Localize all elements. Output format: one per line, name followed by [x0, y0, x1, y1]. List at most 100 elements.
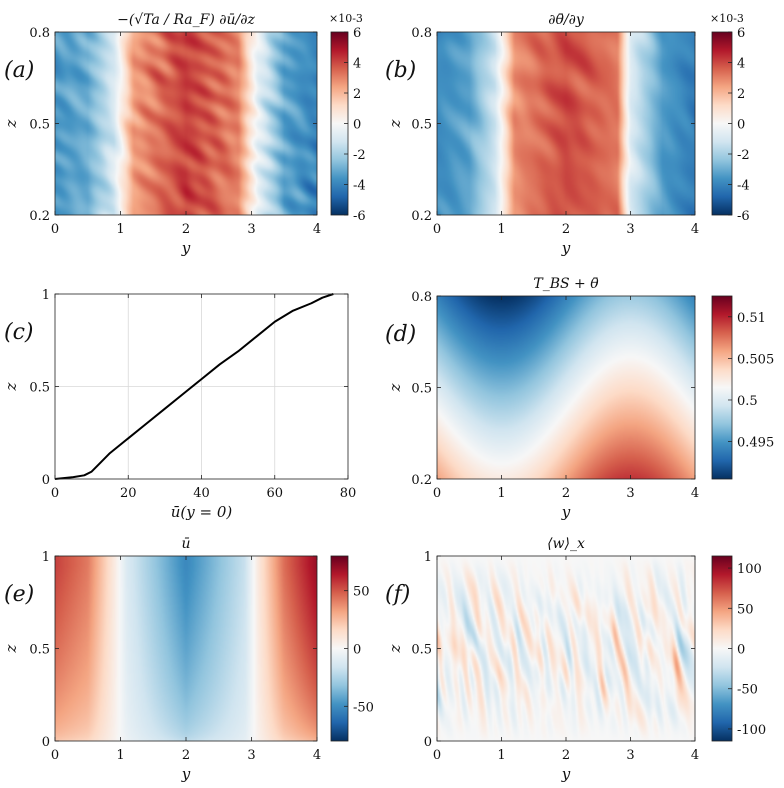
- x-tick-label-f: 2: [562, 748, 570, 763]
- y-axis-label-e: z: [2, 644, 20, 653]
- colorbar-tick-label-d: 0.505: [737, 352, 774, 367]
- heatmap-field-d: [437, 296, 695, 479]
- panel-label-c: (c): [4, 320, 34, 345]
- x-tick-label-c: 80: [340, 486, 357, 501]
- colorbar-tick-label-e: -50: [353, 700, 374, 715]
- y-tick-label-b: 0.2: [411, 209, 432, 224]
- x-tick-label-a: 3: [247, 222, 255, 237]
- colorbar-d: 0.51 0.505 0.5 0.495: [711, 295, 774, 480]
- colorbar-tick-label-a: -2: [353, 148, 366, 163]
- y-tick-label-a: 0.5: [29, 118, 50, 133]
- chart-title-d: T_BS + θ̄: [533, 276, 599, 292]
- chart-title-f: ⟨w⟩_x: [547, 536, 585, 552]
- x-tick-label-b: 3: [626, 222, 634, 237]
- y-tick-label-c: 1: [42, 288, 50, 303]
- heatmap-field-e: [55, 556, 317, 741]
- y-axis-label-c: z: [2, 382, 20, 391]
- axes-e: 0 1 2 3 4 0 0.5 1 y z (e) ū: [2, 536, 321, 783]
- x-tick-label-d: 0: [433, 486, 441, 501]
- y-tick-label-e: 1: [42, 550, 50, 565]
- x-tick-label-e: 2: [182, 748, 190, 763]
- x-tick-label-b: 4: [691, 222, 699, 237]
- heatmap-field-a: [55, 32, 317, 215]
- x-tick-label-e: 4: [313, 748, 321, 763]
- panel-label-d: (d): [385, 322, 416, 347]
- x-tick-label-f: 3: [626, 748, 634, 763]
- colorbar-tick-label-a: -4: [353, 179, 366, 194]
- y-tick-label-d: 0.8: [411, 290, 432, 305]
- colorbar-tick-label-f: 100: [737, 562, 762, 577]
- x-tick-label-f: 1: [497, 748, 505, 763]
- x-axis-label-d: y: [561, 503, 571, 521]
- y-axis-label-d: z: [386, 383, 404, 392]
- colorbar-a: 6 4 2 0 -2 -4 -6 ×10-3: [329, 12, 366, 224]
- x-tick-label-b: 2: [562, 222, 570, 237]
- panel-label-f: (f): [385, 582, 410, 607]
- x-axis-label-c: ū(y = 0): [171, 503, 233, 521]
- y-tick-label-c: 0: [42, 473, 50, 488]
- x-axis-label-e: y: [181, 765, 191, 783]
- colorbar-tick-label-e: 50: [353, 585, 370, 600]
- axes-f: 0 1 2 3 4 0 0.5 1 y z (f) ⟨w⟩_x: [385, 536, 699, 783]
- heatmap-field-f: [437, 556, 695, 741]
- colorbar-tick-label-a: -6: [353, 209, 366, 224]
- chart-title-b: ∂θ̄/∂y: [548, 12, 585, 28]
- x-tick-label-b: 1: [497, 222, 505, 237]
- y-axis-label-a: z: [2, 119, 20, 128]
- y-axis-label-f: z: [386, 644, 404, 653]
- y-axis-label-b: z: [386, 119, 404, 128]
- x-axis-label-f: y: [561, 765, 571, 783]
- y-tick-label-b: 0.5: [411, 118, 432, 133]
- colorbar-tick-label-e: 0: [353, 643, 361, 658]
- y-tick-label-b: 0.8: [411, 26, 432, 41]
- colorbar-tick-label-a: 4: [353, 57, 361, 72]
- colorbar-f: 100 50 0 -50 -100: [711, 555, 766, 742]
- colorbar-tick-label-b: 6: [737, 26, 745, 41]
- x-tick-label-e: 3: [247, 748, 255, 763]
- line-plot-c: [54, 293, 348, 480]
- y-tick-label-d: 0.5: [411, 382, 432, 397]
- y-tick-label-d: 0.2: [411, 473, 432, 488]
- x-tick-label-a: 2: [182, 222, 190, 237]
- panel-label-b: (b): [385, 58, 416, 83]
- colorbar-tick-label-b: -2: [737, 148, 750, 163]
- colorbar-e: 50 0 -50: [330, 555, 374, 742]
- y-tick-label-a: 0.2: [29, 209, 50, 224]
- x-tick-label-a: 1: [116, 222, 124, 237]
- y-tick-label-f: 1: [424, 550, 432, 565]
- colorbar-tick-label-f: -50: [737, 683, 758, 698]
- x-tick-label-c: 20: [120, 486, 137, 501]
- colorbar-exponent-a: ×10-3: [329, 12, 363, 25]
- colorbar-tick-label-a: 0: [353, 118, 361, 133]
- x-tick-label-d: 2: [562, 486, 570, 501]
- axes-b: 0 1 2 3 4 0.2 0.5 0.8 y z (b) ∂θ̄/∂y: [385, 12, 699, 257]
- x-tick-label-d: 1: [497, 486, 505, 501]
- y-tick-label-c: 0.5: [29, 381, 50, 396]
- x-tick-label-d: 4: [691, 486, 699, 501]
- y-tick-label-e: 0.5: [29, 643, 50, 658]
- x-tick-label-f: 0: [433, 748, 441, 763]
- colorbar-tick-label-d: 0.51: [737, 311, 766, 326]
- x-tick-label-c: 40: [193, 486, 210, 501]
- x-tick-label-f: 4: [691, 748, 699, 763]
- x-tick-label-e: 1: [116, 748, 124, 763]
- heatmap-field-b: [437, 32, 695, 215]
- y-tick-label-f: 0.5: [411, 643, 432, 658]
- x-tick-label-a: 0: [51, 222, 59, 237]
- colorbar-exponent-b: ×10-3: [710, 12, 744, 25]
- colorbar-tick-label-b: 4: [737, 57, 745, 72]
- colorbar-tick-label-b: -4: [737, 179, 750, 194]
- colorbar-tick-label-f: 50: [737, 602, 754, 617]
- chart-title-a: −(√Ta / Ra_F) ∂ū/∂z: [117, 12, 255, 28]
- colorbar-tick-label-f: 0: [737, 643, 745, 658]
- panel-label-e: (e): [4, 582, 34, 607]
- x-tick-label-d: 3: [626, 486, 634, 501]
- colorbar-tick-label-a: 6: [353, 26, 361, 41]
- panel-label-a: (a): [4, 58, 34, 83]
- colorbar-bar-d: [711, 295, 733, 480]
- x-tick-label-a: 4: [313, 222, 321, 237]
- y-tick-label-e: 0: [42, 735, 50, 750]
- colorbar-tick-label-b: 2: [737, 87, 745, 102]
- colorbar-tick-label-a: 2: [353, 87, 361, 102]
